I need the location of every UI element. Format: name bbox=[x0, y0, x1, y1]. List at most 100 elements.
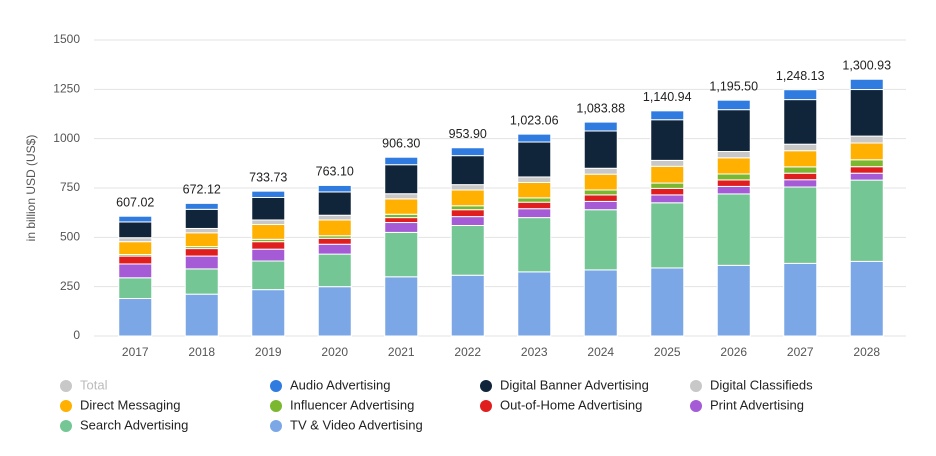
legend-label: Out-of-Home Advertising bbox=[500, 397, 642, 412]
bar-segment bbox=[517, 271, 552, 337]
total-label: 1,300.93 bbox=[842, 59, 891, 73]
bar-segment bbox=[118, 298, 153, 337]
bar-segment bbox=[650, 194, 685, 204]
bar-segment bbox=[251, 224, 286, 240]
bar-segment bbox=[783, 99, 818, 145]
legend-label: Influencer Advertising bbox=[290, 397, 414, 412]
bar-segment bbox=[384, 213, 419, 219]
legend-marker bbox=[270, 420, 282, 432]
legend-marker bbox=[60, 400, 72, 412]
bar-segment bbox=[118, 237, 153, 243]
bar-segment bbox=[583, 173, 618, 191]
bar-segment bbox=[450, 184, 485, 191]
bar-segment bbox=[716, 99, 751, 111]
bar-segment bbox=[783, 166, 818, 174]
x-tick-label: 2028 bbox=[853, 345, 880, 359]
bar-segment bbox=[384, 164, 419, 195]
x-tick-label: 2025 bbox=[654, 345, 681, 359]
bar-segment bbox=[450, 147, 485, 157]
legend-label: Direct Messaging bbox=[80, 397, 180, 412]
legend-marker bbox=[480, 380, 492, 392]
bar-segment bbox=[317, 184, 352, 193]
y-tick-label: 0 bbox=[73, 328, 80, 342]
total-label: 672.12 bbox=[183, 183, 221, 197]
bar-segment bbox=[783, 89, 818, 101]
bar-segment bbox=[118, 277, 153, 300]
legend-label: Digital Classifieds bbox=[710, 377, 813, 392]
legend-label: Search Advertising bbox=[80, 417, 188, 432]
x-tick-label: 2026 bbox=[720, 345, 747, 359]
total-label: 1,083.88 bbox=[576, 101, 625, 115]
y-tick-label: 250 bbox=[60, 279, 80, 293]
y-tick-label: 750 bbox=[60, 180, 80, 194]
bar-segment bbox=[517, 181, 552, 199]
bar-segment bbox=[849, 172, 884, 181]
legend-label: Audio Advertising bbox=[290, 377, 390, 392]
bar-segment bbox=[849, 159, 884, 168]
bar-segment bbox=[583, 200, 618, 211]
total-label: 953.90 bbox=[449, 127, 487, 141]
bar-segment bbox=[184, 248, 219, 257]
bar-segment bbox=[517, 201, 552, 210]
bar-segment bbox=[184, 268, 219, 295]
bar-segment bbox=[317, 191, 352, 216]
total-label: 1,248.13 bbox=[776, 69, 825, 83]
legend-label: TV & Video Advertising bbox=[290, 417, 423, 432]
bar-segment bbox=[184, 202, 219, 210]
total-label: 607.02 bbox=[116, 196, 154, 210]
bar-segment bbox=[849, 135, 884, 144]
bar-segment bbox=[650, 187, 685, 196]
bar-segment bbox=[650, 159, 685, 167]
bar-segment bbox=[317, 219, 352, 237]
bar-segment bbox=[583, 189, 618, 196]
bar-segment bbox=[783, 150, 818, 168]
bar-segment bbox=[317, 214, 352, 221]
bar-segment bbox=[650, 267, 685, 337]
bar-segment bbox=[184, 227, 219, 234]
bar-segment bbox=[517, 176, 552, 183]
bar-segment bbox=[783, 179, 818, 188]
bar-segment bbox=[317, 243, 352, 255]
total-label: 1,195.50 bbox=[709, 79, 758, 93]
total-label: 1,023.06 bbox=[510, 113, 559, 127]
bar-segment bbox=[251, 190, 286, 198]
x-tick-label: 2020 bbox=[321, 345, 348, 359]
bar-segment bbox=[783, 262, 818, 337]
x-tick-label: 2019 bbox=[255, 345, 282, 359]
bar-segment bbox=[517, 208, 552, 219]
legend-marker bbox=[480, 400, 492, 412]
bar-segment bbox=[650, 119, 685, 161]
bar-segment bbox=[650, 110, 685, 121]
y-axis-label: in billion USD (US$) bbox=[24, 135, 38, 242]
bar-segment bbox=[517, 217, 552, 273]
bar-segment bbox=[317, 237, 352, 245]
bar-segment bbox=[849, 89, 884, 137]
total-label: 763.10 bbox=[316, 165, 354, 179]
legend-marker bbox=[270, 380, 282, 392]
bar-segment bbox=[184, 293, 219, 337]
legend-marker bbox=[60, 380, 72, 392]
legend-marker bbox=[690, 400, 702, 412]
bar-segment bbox=[517, 141, 552, 178]
bar-segment bbox=[716, 179, 751, 187]
bar-segment bbox=[384, 222, 419, 233]
bar-segment bbox=[184, 255, 219, 270]
bar-segment bbox=[849, 78, 884, 91]
bar-segment bbox=[251, 196, 286, 221]
total-label: 733.73 bbox=[249, 170, 287, 184]
bar-segment bbox=[783, 186, 818, 264]
bar-segment bbox=[251, 219, 286, 226]
bar-segment bbox=[384, 276, 419, 337]
bar-segment bbox=[583, 194, 618, 202]
bar-segment bbox=[118, 221, 153, 239]
legend-marker bbox=[270, 400, 282, 412]
bar-segment bbox=[450, 209, 485, 218]
legend-label: Print Advertising bbox=[710, 397, 804, 412]
x-tick-label: 2017 bbox=[122, 345, 149, 359]
bar-segment bbox=[583, 269, 618, 337]
bar-segment bbox=[583, 130, 618, 169]
bar-segment bbox=[849, 142, 884, 161]
bar-segment bbox=[450, 224, 485, 276]
legend-label: Digital Banner Advertising bbox=[500, 377, 649, 392]
bar-segment bbox=[650, 165, 685, 184]
